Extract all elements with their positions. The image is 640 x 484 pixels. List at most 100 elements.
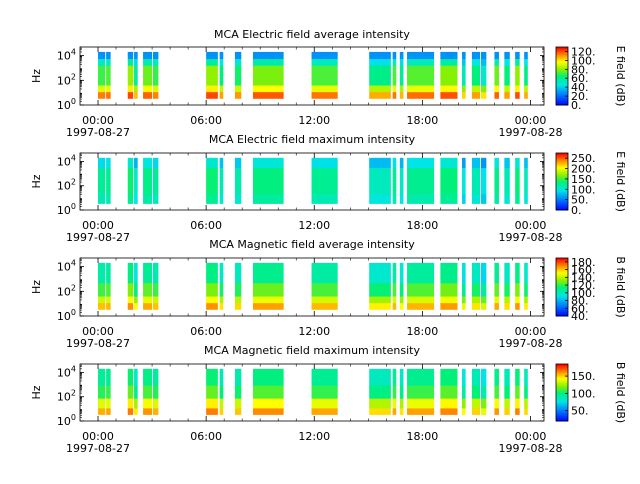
heatmap-cell: [480, 55, 487, 60]
heatmap-cell: [106, 282, 111, 287]
heatmap-cell: [494, 292, 499, 297]
heatmap-cell: [206, 368, 218, 373]
colorbar-tick-label: 140.: [571, 271, 596, 284]
heatmap-cell: [440, 381, 458, 386]
heatmap-cell: [234, 91, 242, 96]
heatmap-cell: [252, 51, 284, 56]
heatmap-cell: [152, 394, 159, 399]
colorbar-swatch: [556, 291, 568, 294]
heatmap-cell: [462, 68, 466, 73]
data-block: [219, 368, 224, 415]
heatmap-cell: [494, 411, 499, 415]
heatmap-cell: [143, 388, 153, 393]
heatmap-cell: [152, 282, 159, 287]
heatmap-cell: [219, 88, 224, 93]
heatmap-cell: [152, 378, 159, 383]
colorbar-swatch: [556, 57, 568, 60]
x-date-label: 1997-08-27: [66, 337, 130, 350]
colorbar: 0.20.40.60.80.100.120. E field (dB): [555, 45, 627, 112]
heatmap-cell: [106, 193, 111, 198]
heatmap-cell: [127, 68, 134, 73]
heatmap-cell: [515, 177, 520, 182]
data-block: [407, 157, 435, 204]
data-block: [392, 368, 397, 415]
heatmap-cell: [399, 296, 404, 300]
colorbar-tick-label: 0.: [571, 204, 582, 217]
heatmap-cell: [311, 378, 338, 383]
heatmap-cell: [152, 299, 159, 304]
heatmap-cell: [440, 78, 458, 83]
heatmap-cell: [219, 368, 224, 373]
heatmap-cell: [106, 180, 111, 185]
y-tick-label: 100: [57, 308, 76, 323]
heatmap-cell: [462, 55, 466, 60]
colorbar-swatch: [556, 399, 568, 402]
heatmap-cell: [127, 279, 134, 284]
heatmap-cell: [524, 68, 528, 73]
heatmap-cell: [98, 164, 106, 169]
heatmap-cell: [234, 269, 242, 274]
heatmap-cell: [152, 193, 159, 198]
heatmap-cell: [480, 157, 487, 162]
heatmap-cell: [407, 196, 435, 201]
heatmap-cell: [206, 305, 218, 310]
heatmap-cell: [515, 196, 520, 201]
colorbar-swatch: [556, 60, 568, 62]
heatmap-cell: [206, 164, 218, 169]
colorbar-swatch: [556, 74, 568, 77]
heatmap-cell: [480, 286, 487, 290]
heatmap-cell: [471, 407, 481, 412]
heatmap-cell: [311, 58, 338, 63]
heatmap-cell: [407, 305, 435, 310]
heatmap-cell: [206, 85, 218, 89]
heatmap-cell: [143, 75, 153, 79]
heatmap-cell: [106, 286, 111, 290]
heatmap-cell: [407, 385, 435, 389]
heatmap-cell: [127, 174, 134, 178]
heatmap-cell: [98, 196, 106, 201]
heatmap-cell: [252, 378, 284, 383]
heatmap-cell: [252, 170, 284, 175]
heatmap-cell: [134, 157, 138, 162]
heatmap-cell: [369, 187, 391, 191]
heatmap-cell: [234, 381, 242, 386]
heatmap-cell: [392, 276, 397, 280]
heatmap-cell: [471, 299, 481, 304]
heatmap-cell: [234, 81, 242, 86]
heatmap-cell: [152, 200, 159, 204]
heatmap-cell: [407, 407, 435, 412]
heatmap-cell: [515, 388, 520, 393]
colorbar-swatch: [556, 408, 568, 411]
heatmap-cell: [219, 58, 224, 63]
heatmap-cell: [127, 71, 134, 76]
heatmap-cell: [134, 401, 138, 406]
heatmap-cell: [524, 55, 528, 60]
heatmap-cell: [311, 385, 338, 389]
heatmap-cell: [407, 398, 435, 402]
heatmap-cell: [471, 404, 481, 409]
heatmap-cell: [206, 78, 218, 83]
heatmap-cell: [219, 411, 224, 415]
heatmap-cell: [515, 299, 520, 304]
heatmap-cell: [494, 394, 499, 399]
heatmap-cell: [407, 78, 435, 83]
heatmap-cell: [106, 190, 111, 195]
heatmap-cell: [524, 78, 528, 83]
heatmap-cell: [98, 394, 106, 399]
heatmap-cell: [127, 157, 134, 162]
heatmap-cell: [515, 378, 520, 383]
colorbar-swatch: [556, 58, 568, 61]
heatmap-cell: [440, 75, 458, 79]
data-block: [524, 51, 528, 99]
heatmap-cell: [471, 187, 481, 191]
colorbar-swatch: [556, 402, 568, 405]
heatmap-cell: [134, 375, 138, 380]
heatmap-cell: [392, 296, 397, 300]
heatmap-cell: [392, 58, 397, 63]
heatmap-cell: [504, 296, 510, 300]
heatmap-cell: [494, 183, 499, 188]
heatmap-cell: [392, 81, 397, 86]
heatmap-cell: [369, 193, 391, 198]
heatmap-cell: [504, 368, 510, 373]
heatmap-cell: [143, 407, 153, 412]
